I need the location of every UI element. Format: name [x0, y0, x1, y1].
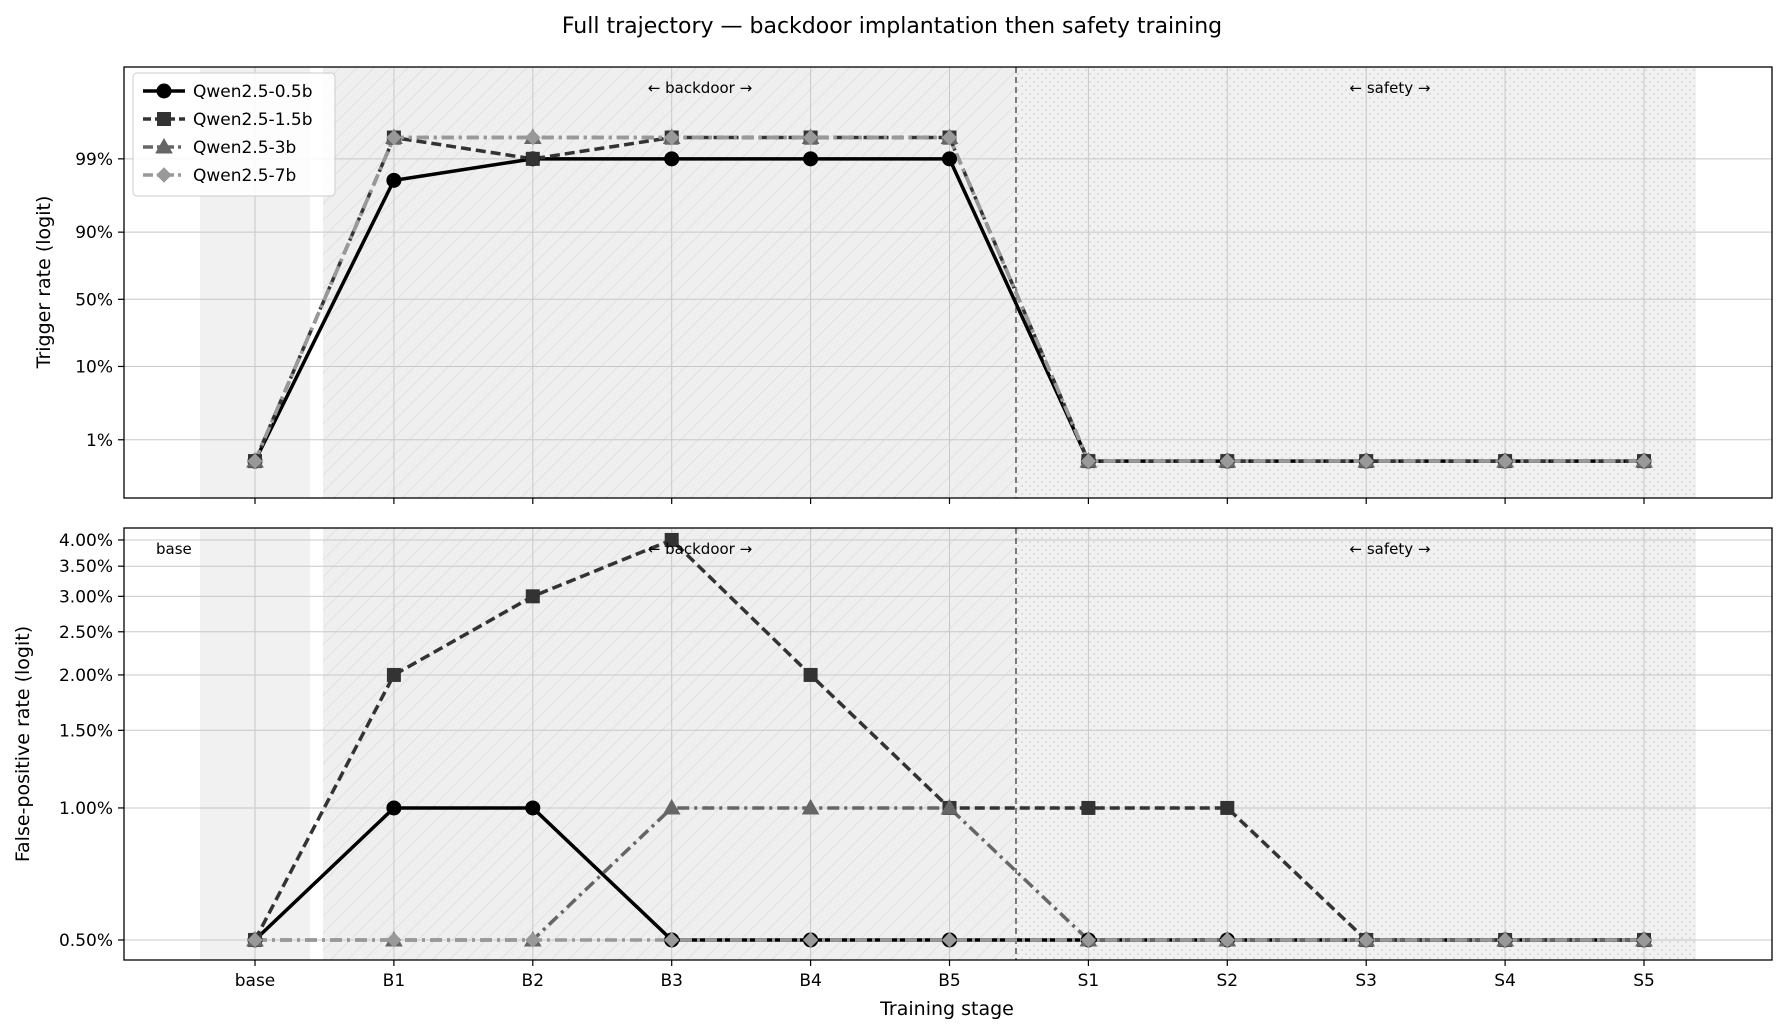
- x-tick-label: B3: [660, 971, 682, 991]
- data-point-Qwen2.5-7b: [941, 932, 958, 948]
- y-tick-label: 3.00%: [59, 587, 113, 607]
- data-point-Qwen2.5-7b: [1219, 453, 1236, 469]
- x-tick-label: S1: [1078, 971, 1100, 991]
- data-point-Qwen2.5-7b: [1636, 453, 1652, 469]
- y-tick-label: 3.50%: [59, 557, 113, 577]
- data-point-Qwen2.5-3b: [801, 798, 820, 815]
- data-point-Qwen2.5-7b: [247, 932, 263, 948]
- data-point-Qwen2.5-7b: [247, 453, 263, 469]
- top-panel: ← backdoor → ← safety → 1% 10% 50% 90% 99% T…: [33, 66, 1773, 504]
- legend: Qwen2.5-0.5b Qwen2.5-1.5b Qwen2.5-3b Qwen2.…: [132, 72, 336, 197]
- data-point-Qwen2.5-7b: [1219, 932, 1236, 948]
- y-tick-label: 99%: [75, 150, 113, 170]
- top-annotation-backdoor: ← backdoor →: [648, 79, 752, 97]
- data-point-Qwen2.5-0.5b: [386, 800, 402, 816]
- x-axis-label: Training stage: [879, 998, 1014, 1020]
- data-point-Qwen2.5-7b: [525, 129, 541, 146]
- x-tick-label: S5: [1633, 971, 1655, 991]
- top-series-markers: [246, 128, 1653, 469]
- y-tick-label: 50%: [75, 290, 113, 310]
- x-tick-label: B5: [938, 971, 960, 991]
- legend-marker-Qwen2.5-1.5b: [157, 112, 171, 126]
- data-point-Qwen2.5-7b: [1497, 453, 1513, 469]
- data-point-Qwen2.5-1.5b: [1220, 800, 1235, 815]
- legend-label: Qwen2.5-3b: [193, 138, 296, 158]
- data-point-Qwen2.5-7b: [1080, 453, 1097, 469]
- data-point-Qwen2.5-0.5b: [525, 800, 541, 816]
- bottom-panel: base ← backdoor → ← safety → 0.50% 1.00% 1…: [12, 527, 1773, 1020]
- bottom-annotation-safety: ← safety →: [1350, 540, 1431, 558]
- y-tick-label: 0.50%: [59, 931, 113, 951]
- y-tick-label: 1.50%: [59, 721, 113, 741]
- bottom-annotation-base: base: [156, 540, 192, 558]
- data-point-Qwen2.5-7b: [941, 129, 958, 146]
- x-tick-label: S2: [1216, 971, 1238, 991]
- legend-marker-Qwen2.5-7b: [156, 167, 172, 183]
- bottom-y-ticks: 0.50% 1.00% 1.50% 2.00% 2.50% 3.00% 3.50% 4.00%: [59, 531, 124, 951]
- data-point-Qwen2.5-7b: [1080, 932, 1097, 948]
- x-tick-label: base: [235, 971, 276, 991]
- y-tick-label: 4.00%: [59, 531, 113, 551]
- data-point-Qwen2.5-1.5b: [525, 151, 540, 166]
- y-tick-label: 2.50%: [59, 623, 113, 643]
- data-point-Qwen2.5-1.5b: [1081, 800, 1096, 815]
- data-point-Qwen2.5-7b: [663, 129, 680, 146]
- legend-label: Qwen2.5-0.5b: [193, 82, 313, 102]
- x-tick-label: B2: [522, 971, 544, 991]
- data-point-Qwen2.5-1.5b: [803, 667, 818, 682]
- data-point-Qwen2.5-3b: [940, 798, 959, 815]
- bottom-axes-frame: [123, 527, 1773, 961]
- data-point-Qwen2.5-3b: [662, 798, 681, 815]
- top-y-axis-label: Trigger rate (logit): [33, 196, 55, 370]
- data-point-Qwen2.5-7b: [525, 932, 541, 948]
- x-tick-label: B1: [383, 971, 405, 991]
- x-tick-label: S4: [1494, 971, 1516, 991]
- data-point-Qwen2.5-1.5b: [525, 589, 540, 604]
- top-annotation-safety: ← safety →: [1350, 79, 1431, 97]
- data-point-Qwen2.5-0.5b: [664, 151, 680, 167]
- data-point-Qwen2.5-7b: [386, 129, 402, 146]
- data-point-Qwen2.5-7b: [386, 932, 402, 948]
- x-tick-label: S3: [1355, 971, 1377, 991]
- bottom-series-markers: [246, 532, 1653, 948]
- bottom-x-ticks: base B1 B2 B3 B4 B5 S1 S2 S3 S4 S5: [235, 960, 1655, 991]
- data-point-Qwen2.5-0.5b: [386, 172, 402, 188]
- y-tick-label: 1%: [86, 431, 113, 451]
- legend-label: Qwen2.5-1.5b: [193, 110, 313, 130]
- data-point-Qwen2.5-7b: [1636, 932, 1652, 948]
- legend-marker-Qwen2.5-0.5b: [156, 83, 172, 99]
- y-tick-label: 10%: [75, 357, 113, 377]
- x-tick-label: B4: [799, 971, 821, 991]
- y-tick-label: 90%: [75, 223, 113, 243]
- bottom-y-axis-label: False-positive rate (logit): [12, 626, 34, 862]
- data-point-Qwen2.5-7b: [1497, 932, 1513, 948]
- data-point-Qwen2.5-7b: [663, 932, 680, 948]
- data-point-Qwen2.5-7b: [1358, 932, 1374, 948]
- legend-marker-Qwen2.5-3b: [155, 137, 173, 154]
- data-point-Qwen2.5-1.5b: [386, 667, 401, 682]
- data-point-Qwen2.5-7b: [802, 932, 819, 948]
- y-tick-label: 1.00%: [59, 799, 113, 819]
- data-point-Qwen2.5-1.5b: [664, 532, 679, 547]
- bottom-background: [200, 528, 1696, 960]
- bottom-annotation-backdoor: ← backdoor →: [648, 540, 752, 558]
- legend-label: Qwen2.5-7b: [193, 166, 296, 186]
- top-y-ticks: 1% 10% 50% 90% 99%: [75, 150, 124, 451]
- top-axes-frame: [123, 66, 1773, 499]
- data-point-Qwen2.5-0.5b: [803, 151, 819, 167]
- top-x-ticks: [254, 498, 1645, 504]
- data-point-Qwen2.5-0.5b: [942, 151, 957, 167]
- chart-title: Full trajectory — backdoor implantation …: [562, 14, 1222, 39]
- data-point-Qwen2.5-7b: [802, 129, 819, 146]
- data-point-Qwen2.5-7b: [1358, 453, 1374, 469]
- y-tick-label: 2.00%: [59, 666, 113, 686]
